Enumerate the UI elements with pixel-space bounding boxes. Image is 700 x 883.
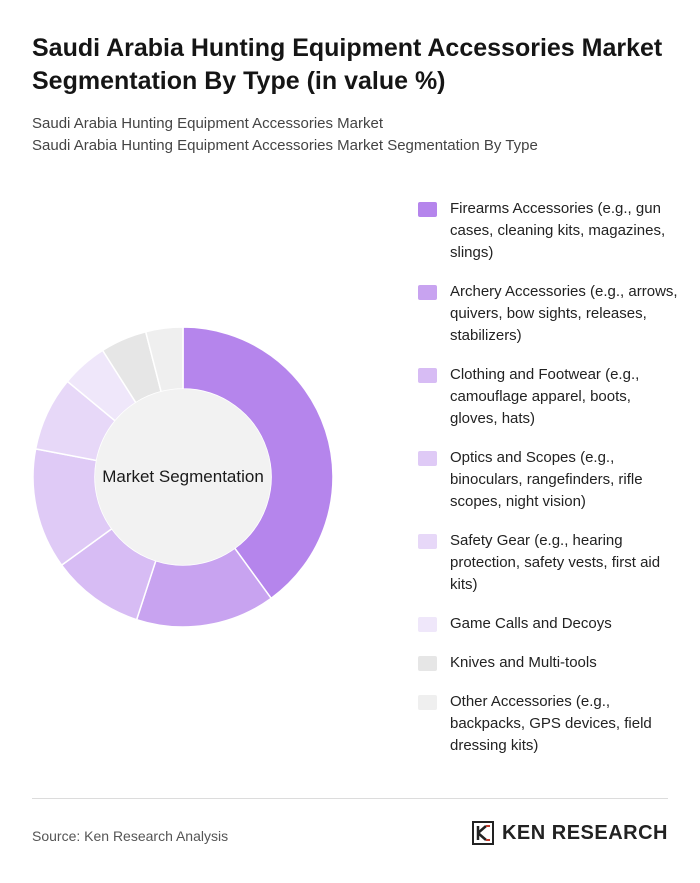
legend-label: Safety Gear (e.g., hearing protection, s… — [450, 532, 661, 593]
legend-swatch — [418, 695, 437, 710]
chart-legend: Firearms Accessories (e.g., gun cases, c… — [418, 198, 678, 774]
source-text: Source: Ken Research Analysis — [32, 828, 229, 844]
legend-label: Game Calls and Decoys — [450, 615, 612, 632]
ken-research-logo-icon — [471, 821, 494, 845]
legend-swatch — [418, 534, 437, 549]
legend-label: Clothing and Footwear (e.g., camouflage … — [450, 366, 640, 427]
subtitle-market: Saudi Arabia Hunting Equipment Accessori… — [32, 115, 384, 132]
legend-label: Knives and Multi-tools — [450, 654, 597, 671]
legend-label: Archery Accessories (e.g., arrows, quive… — [450, 283, 678, 344]
legend-item: Optics and Scopes (e.g., binoculars, ran… — [418, 447, 678, 513]
legend-swatch — [418, 202, 437, 217]
chart-title: Saudi Arabia Hunting Equipment Accessori… — [32, 34, 663, 95]
legend-item: Knives and Multi-tools — [418, 652, 678, 674]
legend-item: Other Accessories (e.g., backpacks, GPS … — [418, 691, 678, 757]
legend-item: Safety Gear (e.g., hearing protection, s… — [418, 530, 678, 596]
legend-swatch — [418, 656, 437, 671]
subtitle-segmentation: Saudi Arabia Hunting Equipment Accessori… — [32, 137, 538, 154]
legend-item: Clothing and Footwear (e.g., camouflage … — [418, 364, 678, 430]
legend-swatch — [418, 285, 437, 300]
donut-hole — [95, 389, 271, 565]
legend-item: Archery Accessories (e.g., arrows, quive… — [418, 281, 678, 347]
subtitle-block: Saudi Arabia Hunting Equipment Accessori… — [32, 113, 672, 157]
legend-item: Game Calls and Decoys — [418, 613, 678, 635]
donut-chart: Market Segmentation — [28, 322, 338, 632]
legend-swatch — [418, 617, 437, 632]
legend-label: Other Accessories (e.g., backpacks, GPS … — [450, 693, 652, 754]
legend-swatch — [418, 368, 437, 383]
legend-swatch — [418, 451, 437, 466]
brand-logo: KEN RESEARCH — [471, 821, 668, 845]
legend-label: Firearms Accessories (e.g., gun cases, c… — [450, 200, 666, 261]
legend-item: Firearms Accessories (e.g., gun cases, c… — [418, 198, 678, 264]
footer-divider — [32, 798, 668, 799]
donut-svg — [32, 326, 334, 628]
legend-label: Optics and Scopes (e.g., binoculars, ran… — [450, 449, 643, 510]
brand-name: KEN RESEARCH — [501, 821, 668, 844]
